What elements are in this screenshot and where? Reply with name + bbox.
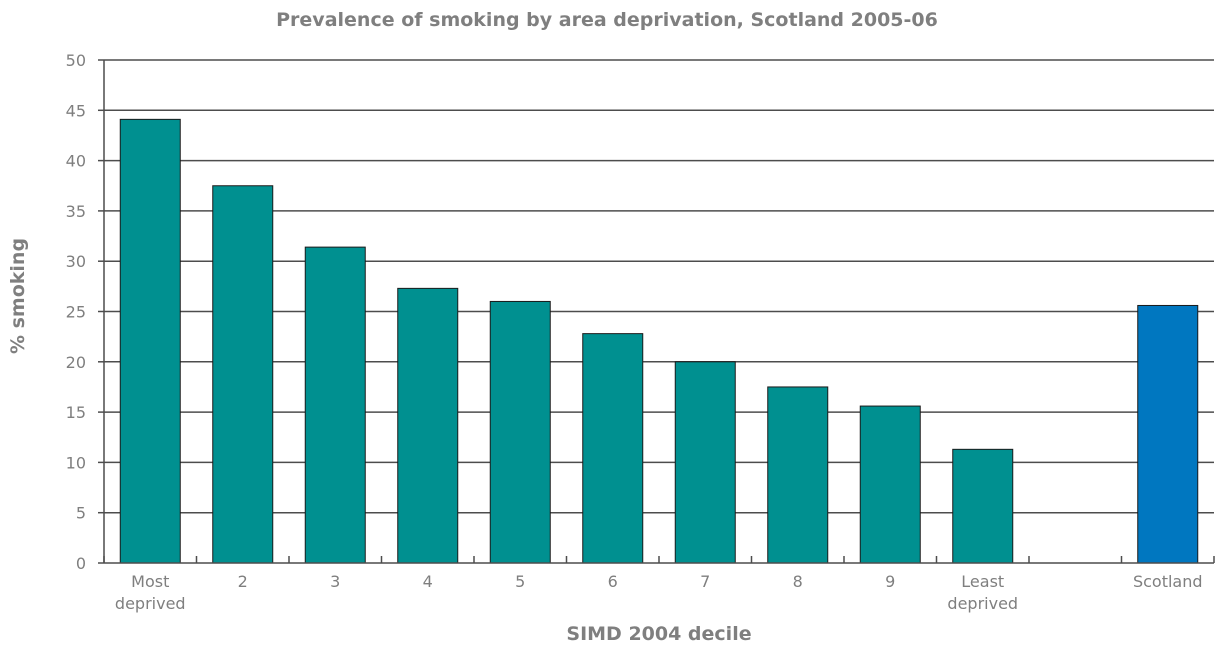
x-tick-label: 4 [423, 572, 433, 591]
x-tick-label: 2 [238, 572, 248, 591]
x-tick-label: 5 [515, 572, 525, 591]
bar-decile [859, 405, 921, 564]
bar-decile [304, 246, 366, 564]
x-tick-label: 9 [885, 572, 895, 591]
bar-decile [212, 185, 274, 564]
bar-decile [674, 361, 736, 564]
bar-decile [767, 386, 829, 564]
y-tick-label: 25 [66, 303, 86, 322]
x-tick-label: 6 [608, 572, 618, 591]
y-tick-label: 5 [76, 504, 86, 523]
bar-decile [582, 333, 644, 564]
bars [119, 118, 1199, 564]
y-tick-label: 50 [66, 51, 86, 70]
bar-scotland [1137, 304, 1199, 564]
bar-decile [952, 448, 1014, 564]
x-tick-label: Most [131, 572, 169, 591]
y-axis-title: % smoking [7, 238, 29, 354]
axes [98, 59, 1215, 564]
bar-decile [489, 300, 551, 564]
y-tick-label: 45 [66, 101, 86, 120]
x-tick-label: deprived [115, 594, 186, 613]
y-tick-label: 40 [66, 152, 86, 171]
y-tick-label: 20 [66, 353, 86, 372]
chart-title: Prevalence of smoking by area deprivatio… [276, 9, 938, 31]
bar-decile [397, 287, 459, 564]
x-tick-label: Least [961, 572, 1004, 591]
y-tick-label: 10 [66, 453, 86, 472]
x-tick-label: Scotland [1133, 572, 1203, 591]
x-tick-label: deprived [947, 594, 1018, 613]
y-tick-label: 30 [66, 252, 86, 271]
x-axis-title: SIMD 2004 decile [566, 623, 751, 645]
y-tick-label: 0 [76, 554, 86, 573]
bar-decile [119, 118, 181, 564]
y-tick-label: 35 [66, 202, 86, 221]
x-tick-label: 8 [793, 572, 803, 591]
gridlines [104, 59, 1214, 514]
x-tick-label: 7 [700, 572, 710, 591]
x-tick-labels: Most deprived 2 3 4 5 6 7 8 9 Least deprived Scotlan… [115, 572, 1203, 613]
y-tick-label: 15 [66, 403, 86, 422]
x-tick-label: 3 [330, 572, 340, 591]
y-tick-labels: 0 5 10 15 20 25 30 35 40 45 50 [66, 51, 86, 573]
